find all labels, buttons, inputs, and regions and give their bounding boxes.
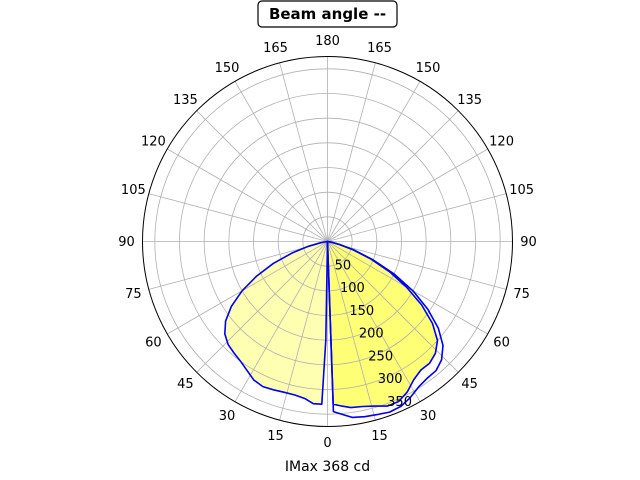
radial-tick-label: 200 [359, 327, 384, 342]
chart-title-box: Beam angle -- [257, 0, 398, 28]
angle-tick-label: 120 [141, 135, 166, 150]
series-line-1 [326, 240, 444, 419]
angle-tick-label: 135 [457, 93, 482, 108]
angle-tick-label: 60 [145, 336, 162, 351]
grid-spoke [327, 241, 507, 290]
radial-tick-label: 100 [340, 281, 365, 296]
grid-spoke [327, 81, 421, 242]
angle-tick-label: 15 [267, 429, 284, 444]
radial-tick-label: 300 [378, 372, 403, 387]
intensity-curves [224, 240, 444, 419]
x-axis-label: IMax 368 cd [285, 459, 370, 475]
grid-spoke [327, 193, 507, 242]
angle-tick-label: 105 [509, 183, 534, 198]
angle-tick-label: 120 [489, 135, 514, 150]
grid-spoke [327, 62, 376, 242]
angle-tick-label: 30 [420, 409, 437, 424]
grid-spoke [196, 110, 328, 242]
grid-spoke [279, 241, 328, 421]
angle-tick-label: 150 [215, 61, 240, 76]
angle-tick-label: 15 [371, 429, 388, 444]
grid-spoke [234, 81, 328, 242]
angle-tick-label: 105 [121, 183, 146, 198]
grid-spoke [327, 148, 488, 242]
polar-grid [142, 56, 513, 427]
grid-spoke [148, 241, 328, 290]
grid-spoke [279, 62, 328, 242]
radial-tick-label: 50 [335, 258, 352, 273]
angle-tick-label: 90 [118, 235, 135, 250]
angle-tick-label: 60 [493, 336, 510, 351]
angle-tick-label: 0 [323, 436, 331, 451]
series-line-2 [224, 240, 329, 405]
angle-tick-label: 135 [173, 93, 198, 108]
grid-spoke [196, 241, 328, 373]
angle-tick-label: 30 [219, 409, 236, 424]
angle-tick-label: 75 [125, 287, 142, 302]
radial-tick-labels: 50 100 150 200 250 300 350 [335, 258, 412, 410]
radial-tick-label: 150 [349, 304, 374, 319]
series-fill-2 [224, 241, 328, 405]
grid-spoke [327, 241, 421, 402]
grid-spoke [167, 148, 328, 242]
angle-tick-label: 45 [177, 377, 194, 392]
radial-tick-label: 350 [387, 395, 412, 410]
polar-outer-frame [142, 56, 513, 427]
angle-tick-label: 165 [263, 41, 288, 56]
chart-title: Beam angle -- [269, 5, 386, 23]
angle-tick-label: 90 [520, 235, 537, 250]
series-fill-0 [327, 241, 438, 408]
angle-tick-label: 75 [513, 287, 530, 302]
intensity-fill-layer [224, 241, 438, 408]
grid-spoke [327, 241, 376, 421]
grid-spoke [327, 110, 459, 242]
angle-tick-label: 150 [416, 61, 441, 76]
angle-tick-label: 180 [315, 34, 340, 49]
grid-spoke [167, 241, 328, 335]
grid-spoke [148, 193, 328, 242]
angle-tick-label: 165 [367, 41, 392, 56]
radial-tick-label: 250 [368, 349, 393, 364]
angle-tick-label: 45 [461, 377, 478, 392]
